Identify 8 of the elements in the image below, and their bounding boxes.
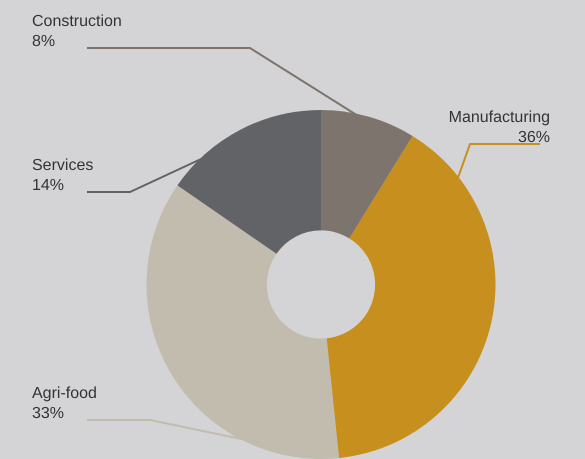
slice-label: Construction <box>32 13 122 30</box>
data-label: 14% <box>32 177 64 194</box>
slice-label: Agri-food <box>32 385 97 402</box>
data-label: 33% <box>32 405 64 422</box>
slice-label: Manufacturing <box>448 109 550 126</box>
data-label: 8% <box>32 33 56 50</box>
slice-label: Services <box>32 157 94 174</box>
data-label: 36% <box>518 129 550 146</box>
